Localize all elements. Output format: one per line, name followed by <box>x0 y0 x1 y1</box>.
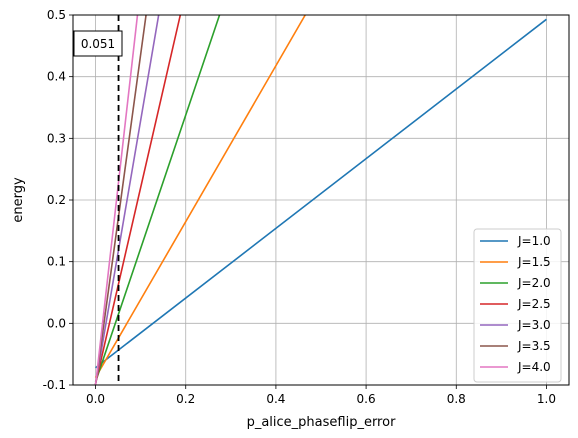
y-tick-label: 0.4 <box>47 70 66 84</box>
y-tick-label: 0.3 <box>47 131 66 145</box>
threshold-label: 0.051 <box>81 37 115 51</box>
series-line-j-3-0 <box>94 15 160 385</box>
legend-entry-label: J=2.0 <box>517 276 551 290</box>
legend-frame <box>473 228 562 383</box>
series-line-j-1-0 <box>95 18 547 369</box>
series-line-j-1-5 <box>94 15 306 379</box>
legend-entry-label: J=2.5 <box>517 297 551 311</box>
x-tick-label: 1.0 <box>537 392 556 406</box>
x-tick-label: 0.6 <box>357 392 376 406</box>
legend-entry-label: J=3.5 <box>517 339 551 353</box>
series-lines <box>94 15 547 385</box>
threshold-label-box <box>73 30 123 57</box>
series-line-j-4-0 <box>94 15 139 385</box>
legend: J=1.0 J=1.5 J=2.0 J=2.5 J=3.0 J=3.5 J=4.0 <box>473 228 562 383</box>
y-axis-label: energy <box>11 177 26 223</box>
y-tick-label: 0.5 <box>47 8 66 22</box>
axis-ticks: 0.0 0.2 0.4 0.6 0.8 1.0 -0.1 0.0 0.1 0.2 0.3 0.4 0.5 <box>43 8 556 406</box>
y-tick-label: 0.1 <box>47 255 66 269</box>
y-tick-label: 0.0 <box>47 316 66 330</box>
legend-entry-label: J=1.0 <box>517 234 551 248</box>
x-tick-label: 0.0 <box>86 392 105 406</box>
y-tick-label: -0.1 <box>43 378 66 392</box>
y-tick-label: 0.2 <box>47 193 66 207</box>
series-line-j-2-5 <box>94 15 182 384</box>
annotations: 0.051 <box>73 15 123 385</box>
legend-entry-label: J=1.5 <box>517 255 551 269</box>
x-tick-label: 0.2 <box>176 392 195 406</box>
legend-entry-label: J=3.0 <box>517 318 551 332</box>
x-tick-label: 0.8 <box>447 392 466 406</box>
x-axis-label: p_alice_phaseflip_error <box>247 415 396 430</box>
series-line-j-2-0 <box>94 15 221 383</box>
legend-entry-label: J=4.0 <box>517 360 551 374</box>
series-line-j-3-5 <box>94 15 147 385</box>
x-tick-label: 0.4 <box>266 392 285 406</box>
